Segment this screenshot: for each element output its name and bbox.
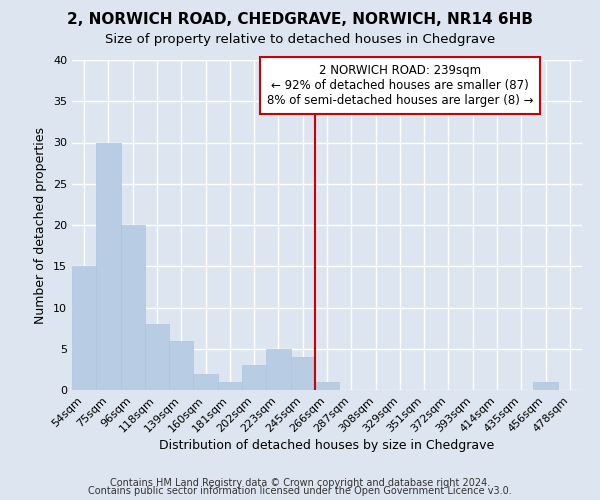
Bar	[533, 382, 558, 390]
Bar	[266, 349, 290, 390]
Bar	[169, 340, 193, 390]
Y-axis label: Number of detached properties: Number of detached properties	[34, 126, 47, 324]
Text: Contains public sector information licensed under the Open Government Licence v3: Contains public sector information licen…	[88, 486, 512, 496]
Text: Size of property relative to detached houses in Chedgrave: Size of property relative to detached ho…	[105, 32, 495, 46]
Text: Contains HM Land Registry data © Crown copyright and database right 2024.: Contains HM Land Registry data © Crown c…	[110, 478, 490, 488]
X-axis label: Distribution of detached houses by size in Chedgrave: Distribution of detached houses by size …	[160, 440, 494, 452]
Bar	[315, 382, 339, 390]
Bar	[290, 357, 315, 390]
Bar	[72, 266, 96, 390]
Bar	[218, 382, 242, 390]
Bar	[121, 225, 145, 390]
Bar	[96, 142, 121, 390]
Bar	[193, 374, 218, 390]
Text: 2, NORWICH ROAD, CHEDGRAVE, NORWICH, NR14 6HB: 2, NORWICH ROAD, CHEDGRAVE, NORWICH, NR1…	[67, 12, 533, 28]
Bar	[145, 324, 169, 390]
Bar	[242, 365, 266, 390]
Text: 2 NORWICH ROAD: 239sqm
← 92% of detached houses are smaller (87)
8% of semi-deta: 2 NORWICH ROAD: 239sqm ← 92% of detached…	[266, 64, 533, 107]
